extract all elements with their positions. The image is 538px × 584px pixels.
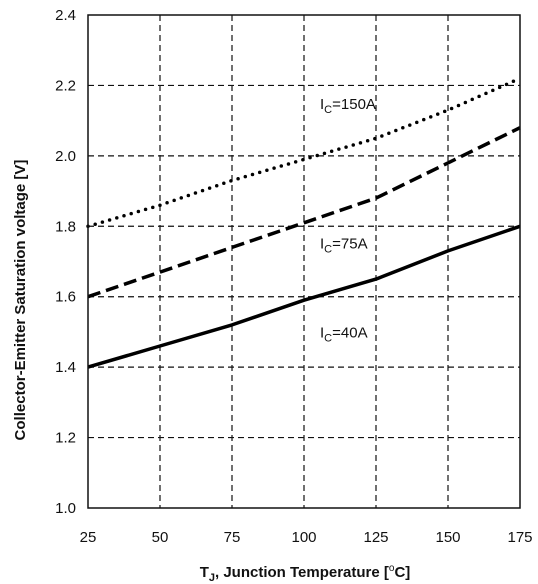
- series-label: IC=40A: [320, 325, 368, 345]
- y-tick-label: 1.2: [55, 430, 76, 447]
- series-line: [86, 76, 522, 229]
- x-tick-label: 175: [507, 529, 532, 546]
- series-line: [87, 126, 521, 299]
- y-tick-label: 1.0: [55, 500, 76, 517]
- x-axis-label: TJ, Junction Temperature [oC]: [200, 563, 411, 584]
- y-tick-label: 1.6: [55, 289, 76, 306]
- y-tick-label: 1.4: [55, 359, 76, 376]
- y-tick-label: 2.0: [55, 148, 76, 165]
- x-tick-label: 150: [435, 529, 460, 546]
- series-line: [87, 224, 521, 369]
- x-tick-label: 75: [224, 529, 241, 546]
- x-tick-label: 100: [291, 529, 316, 546]
- y-tick-label: 2.2: [55, 77, 76, 94]
- y-tick-label: 2.4: [55, 7, 76, 24]
- series-lines: [86, 76, 522, 369]
- x-tick-label: 25: [80, 529, 97, 546]
- x-axis-label-rest: , Junction Temperature [: [215, 564, 389, 581]
- x-axis-label-prefix: T: [200, 564, 209, 581]
- x-tick-labels: 25 50 75 100 125 150 175: [80, 529, 533, 546]
- x-tick-label: 50: [152, 529, 169, 546]
- series-label: IC=75A: [320, 235, 368, 255]
- y-axis-label: Collector-Emitter Saturation voltage [V]: [12, 160, 29, 441]
- x-axis-label-sub: J: [209, 572, 215, 584]
- y-tick-labels: 1.0 1.2 1.4 1.6 1.8 2.0 2.2 2.4: [55, 7, 76, 517]
- grid: [88, 15, 520, 508]
- series-labels: IC=150A IC=75A IC=40A: [320, 96, 376, 345]
- series-label: IC=150A: [320, 96, 376, 116]
- x-axis-label-sup: o: [389, 563, 395, 574]
- plot-frame: [87, 14, 521, 509]
- y-tick-label: 1.8: [55, 218, 76, 235]
- x-axis-label-unit: C]: [394, 564, 410, 581]
- x-tick-label: 125: [363, 529, 388, 546]
